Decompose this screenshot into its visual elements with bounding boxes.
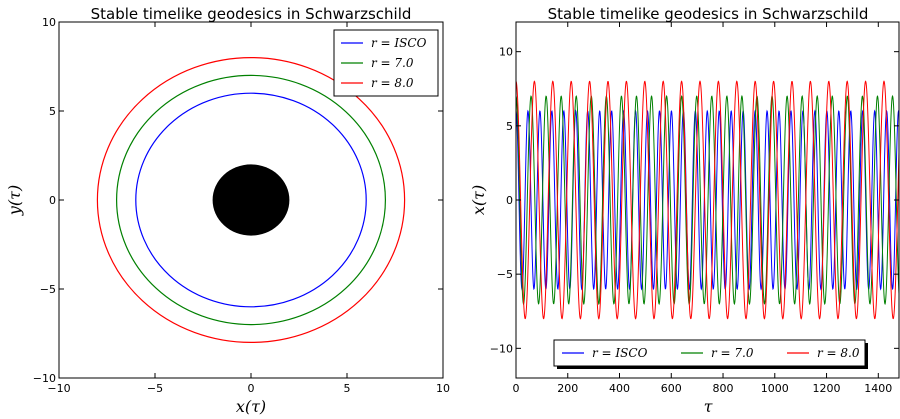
left-xtick-label: −5 [147, 382, 163, 395]
right-xlabel: τ [704, 397, 714, 416]
right-xtick-label: 400 [609, 382, 630, 395]
left-legend: r = ISCO r = 7.0 r = 8.0 [333, 29, 439, 97]
right-ytick-label: −10 [490, 342, 513, 355]
left-ylabel: y(τ) [5, 185, 24, 216]
left-xtick-label: 10 [436, 382, 450, 395]
right-ytick-label: 10 [499, 46, 513, 59]
left-ticks: −10 −5 0 5 10 −10 −5 0 5 10 [33, 16, 450, 395]
right-series-1 [516, 94, 899, 306]
left-orbit-2 [96, 57, 406, 343]
right-xtick-label: 1000 [761, 382, 789, 395]
right-xtick-label: 0 [513, 382, 520, 395]
left-xlabel: x(τ) [236, 397, 266, 416]
left-chart-title: Stable timelike geodesics in Schwarzschi… [91, 5, 412, 23]
left-ytick-label: 10 [42, 16, 56, 29]
right-legend-label-r7: r = 7.0 [711, 346, 754, 360]
left-legend-label-r8: r = 8.0 [371, 76, 414, 90]
right-ticks: 0 200 400 600 800 1000 1200 1400 −10 −5 0 5 10 [490, 22, 899, 395]
right-legend-label-r8: r = 8.0 [817, 346, 860, 360]
right-legend: r = ISCO r = 7.0 r = 8.0 [553, 339, 868, 369]
right-xtick-label: 1400 [864, 382, 892, 395]
right-xtick-label: 800 [713, 382, 734, 395]
right-ytick-label: −5 [497, 268, 513, 281]
left-ytick-label: −10 [33, 372, 56, 385]
left-chart: Stable timelike geodesics in Schwarzschi… [5, 5, 450, 416]
left-ytick-label: 5 [49, 105, 56, 118]
right-legend-label-isco: r = ISCO [592, 346, 648, 360]
left-orbit-1 [116, 74, 386, 326]
right-series-0 [516, 109, 899, 291]
right-marks [516, 80, 899, 320]
right-xtick-label: 600 [661, 382, 682, 395]
left-ytick-label: −5 [40, 283, 56, 296]
left-xtick-label: 5 [344, 382, 351, 395]
left-orbit-0 [135, 92, 367, 308]
left-legend-label-r7: r = 7.0 [371, 56, 414, 70]
black-hole [212, 164, 290, 236]
right-chart-title: Stable timelike geodesics in Schwarzschi… [548, 5, 869, 23]
right-xtick-label: 200 [557, 382, 578, 395]
right-ytick-label: 0 [506, 194, 513, 207]
right-ylabel: x(τ) [469, 185, 488, 215]
left-ytick-label: 0 [49, 194, 56, 207]
right-legend-box [553, 339, 866, 367]
left-legend-label-isco: r = ISCO [371, 36, 427, 50]
left-marks [96, 57, 406, 343]
right-xtick-label: 1200 [813, 382, 841, 395]
right-series-2 [516, 80, 899, 320]
right-chart: Stable timelike geodesics in Schwarzschi… [469, 5, 900, 416]
right-ytick-label: 5 [506, 120, 513, 133]
left-xtick-label: −10 [47, 382, 70, 395]
left-xtick-label: 0 [248, 382, 255, 395]
